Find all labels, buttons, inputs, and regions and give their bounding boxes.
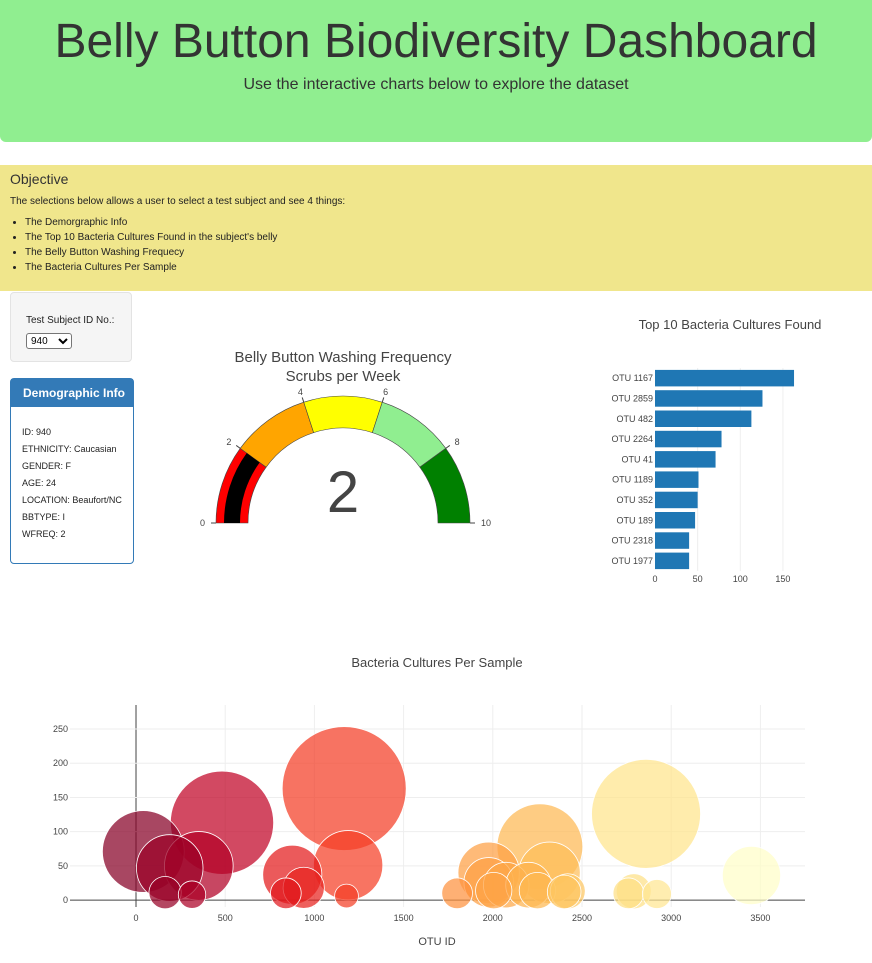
demographic-row-wfreq: WFREQ: 2 — [22, 529, 66, 539]
bar-category-label: OTU 1977 — [611, 556, 653, 566]
gauge-tick-label: 8 — [455, 437, 460, 447]
bubble-mark[interactable] — [441, 877, 473, 910]
bar-category-label: OTU 482 — [616, 414, 653, 424]
bubble-mark[interactable] — [270, 877, 302, 910]
objective-intro: The selections below allows a user to se… — [10, 196, 346, 207]
bubble-mark[interactable] — [612, 877, 645, 910]
bubble-x-tick-label: 500 — [218, 913, 233, 923]
bar-mark[interactable] — [655, 451, 716, 468]
bubble-mark[interactable] — [334, 883, 359, 909]
objective-heading: Objective — [10, 171, 69, 187]
gauge-tick-label: 10 — [481, 518, 491, 528]
bubble-mark[interactable] — [591, 758, 701, 869]
gauge-tick-mark — [301, 397, 305, 403]
objective-item: The Demorgraphic Info — [25, 215, 277, 230]
bar-mark[interactable] — [655, 390, 763, 407]
bubble-x-axis-label: OTU ID — [418, 936, 455, 948]
bubble-y-tick-label: 250 — [53, 724, 68, 734]
gauge-tick-label: 4 — [298, 387, 303, 397]
top10-bar-chart: Top 10 Bacteria Cultures Found OTU 1167 O… — [611, 317, 822, 584]
bubble-x-tick-label: 2000 — [483, 913, 503, 923]
demographic-body: ID: 940 ETHNICITY: Caucasian GENDER: F A… — [11, 407, 133, 539]
bubble-x-tick-label: 2500 — [572, 913, 592, 923]
bar-mark[interactable] — [655, 369, 795, 387]
gauge-tick-mark — [381, 397, 385, 403]
demographic-row-age: AGE: 24 — [22, 478, 57, 488]
demographic-row-location: LOCATION: Beaufort/NC — [22, 495, 122, 505]
demographic-row-bbtype: BBTYPE: I — [22, 512, 66, 522]
gauge-title: Belly Button Washing Frequency — [234, 349, 452, 366]
bubble-x-tick-label: 3500 — [750, 913, 770, 923]
bubble-y-tick-label: 100 — [53, 827, 68, 837]
bar-x-tick-label: 150 — [775, 574, 790, 584]
header-jumbotron: Belly Button Biodiversity Dashboard Use … — [0, 0, 872, 142]
bubble-mark[interactable] — [641, 879, 672, 909]
bacteria-bubble-chart: Bacteria Cultures Per Sample 0 500 1000 150… — [53, 655, 805, 948]
bubble-chart-title: Bacteria Cultures Per Sample — [351, 655, 522, 670]
bar-x-tick-label: 0 — [652, 574, 657, 584]
gauge-tick-label: 6 — [383, 387, 388, 397]
bar-mark[interactable] — [655, 532, 690, 549]
bubble-mark[interactable] — [721, 845, 782, 906]
demographic-row-id: ID: 940 — [22, 427, 52, 437]
subject-selector-panel: Test Subject ID No.: 940 — [10, 292, 132, 362]
objective-item: The Belly Button Washing Frequecy — [25, 245, 277, 260]
gauge-tick-mark — [235, 445, 241, 449]
bar-category-label: OTU 1167 — [612, 373, 653, 383]
bubble-y-tick-label: 50 — [58, 861, 68, 871]
bar-category-label: OTU 352 — [616, 495, 653, 505]
objective-item: The Top 10 Bacteria Cultures Found in th… — [25, 230, 277, 245]
demographic-heading: Demographic Info — [11, 379, 133, 407]
bar-x-tick-label: 100 — [733, 574, 748, 584]
bar-category-label: OTU 2264 — [611, 434, 653, 444]
objective-panel: Objective The selections below allows a … — [0, 165, 872, 291]
bubble-y-tick-label: 0 — [63, 895, 68, 905]
bubble-y-tick-label: 150 — [53, 792, 68, 802]
page-subtitle: Use the interactive charts below to expl… — [243, 76, 629, 93]
gauge-value: 2 — [327, 460, 359, 525]
bubble-x-tick-label: 1000 — [304, 913, 324, 923]
bar-category-label: OTU 189 — [616, 515, 653, 525]
gauge-value-bar — [224, 453, 260, 523]
subject-selector-label: Test Subject ID No.: — [26, 315, 115, 326]
gauge-step-2 — [303, 395, 383, 434]
demographic-row-gender: GENDER: F — [22, 461, 72, 471]
bar-x-tick-label: 50 — [693, 574, 703, 584]
demographic-panel: Demographic Info ID: 940 ETHNICITY: Cauc… — [10, 378, 134, 564]
gauge-step-4 — [419, 447, 471, 524]
bar-mark[interactable] — [655, 471, 699, 488]
bubble-x-tick-label: 1500 — [394, 913, 414, 923]
washing-frequency-gauge: Belly Button Washing Frequency Scrubs pe… — [200, 349, 491, 528]
bar-mark[interactable] — [655, 430, 722, 448]
subject-id-select[interactable]: 940 — [26, 333, 72, 349]
gauge-tick-label: 0 — [200, 518, 205, 528]
demographic-row-ethnicity: ETHNICITY: Caucasian — [22, 444, 117, 454]
objective-item: The Bacteria Cultures Per Sample — [25, 260, 277, 275]
bar-category-label: OTU 41 — [621, 454, 653, 464]
bar-mark[interactable] — [655, 512, 696, 529]
bubble-y-tick-label: 200 — [53, 758, 68, 768]
bubble-mark[interactable] — [546, 874, 582, 910]
gauge-tick-label: 2 — [226, 437, 231, 447]
bar-mark[interactable] — [655, 552, 690, 570]
bar-mark[interactable] — [655, 410, 752, 428]
gauge-tick-mark — [445, 445, 451, 449]
bar-chart-title: Top 10 Bacteria Cultures Found — [639, 317, 822, 332]
bubble-x-tick-label: 0 — [133, 913, 138, 923]
bubble-mark[interactable] — [148, 876, 182, 910]
bar-category-label: OTU 1189 — [612, 475, 653, 485]
bar-category-label: OTU 2859 — [611, 393, 653, 403]
bubble-mark[interactable] — [177, 880, 207, 909]
gauge-subtitle: Scrubs per Week — [286, 368, 401, 385]
page-title: Belly Button Biodiversity Dashboard — [54, 15, 818, 68]
bubble-mark[interactable] — [475, 871, 513, 910]
bubble-x-tick-label: 3000 — [661, 913, 681, 923]
objective-list: The Demorgraphic Info The Top 10 Bacteri… — [0, 215, 277, 275]
bar-category-label: OTU 2318 — [611, 536, 653, 546]
bar-mark[interactable] — [655, 491, 698, 509]
